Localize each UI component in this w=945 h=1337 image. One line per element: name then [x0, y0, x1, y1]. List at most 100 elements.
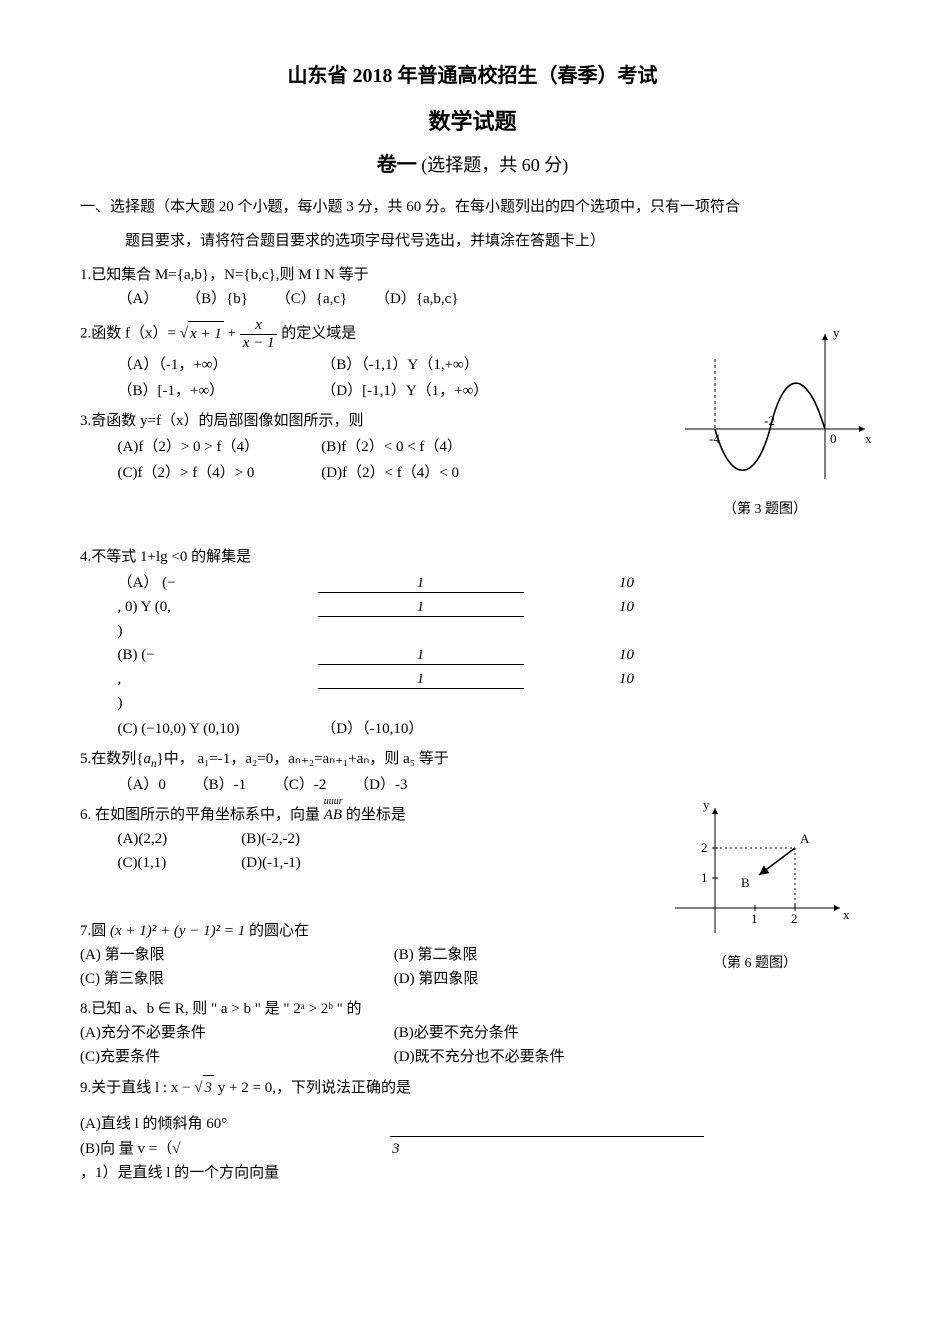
question-3: 3.奇函数 y=f（x）的局部图像如图所示，则 (A)f（2）> 0 > f（4… [80, 409, 865, 539]
q2-radicand: x + 1 [188, 321, 224, 346]
q2-stem-mid: + [224, 326, 240, 342]
q6-vector-ab: uuurAB [324, 803, 342, 827]
page-header-line2: 数学试题 [80, 104, 865, 139]
q6-opt-c: (C)(1,1) [118, 851, 238, 875]
fig3-curve [715, 383, 825, 470]
q3-opt-d: (D)f（2）< f（4）< 0 [321, 461, 521, 485]
q4a-f2d: 10 [524, 599, 730, 616]
q6-stem-post: 的坐标是 [342, 807, 406, 823]
question-1: 1.已知集合 M={a,b}，N={b,c},则 M I N 等于 （A） （B… [80, 263, 865, 311]
q4a-post: ) [118, 619, 318, 643]
q2-stem-pre: 2.函数 f（x）= √ [80, 326, 188, 342]
fig6-ytick1: 1 [701, 870, 708, 885]
q5-an: an [143, 751, 156, 767]
figure-3-caption: （第 3 题图） [655, 499, 875, 521]
fig6-y-label: y [703, 797, 710, 812]
q2-frac-num: x [240, 317, 278, 335]
q6-opt-b: (B)(-2,-2) [241, 827, 361, 851]
q7-stem-pre: 7.圆 [80, 923, 110, 939]
q4b-pre: (B) (− [118, 643, 318, 667]
q4b-f1d: 10 [524, 647, 730, 664]
q2-fraction: xx − 1 [240, 317, 278, 351]
q2-frac-den: x − 1 [240, 335, 278, 352]
volume-note: (选择题，共 60 分) [417, 155, 569, 175]
question-9: 9.关于直线 l : x − √3 y + 2 = 0,，下列说法正确的是 (A… [80, 1075, 865, 1185]
q5-stem-pre: 5.在数列{ [80, 751, 143, 767]
q4b-mid: , [118, 667, 318, 691]
q9-stem-pre: 9.关于直线 l : x − √ [80, 1080, 203, 1096]
q9-options: (A)直线 l 的倾斜角 60° (B)向 量 v =（√3 ，1）是直线 l … [80, 1112, 865, 1185]
q9b-pre: (B)向 量 v =（√ [80, 1137, 390, 1161]
fig3-x-label: x [865, 431, 872, 446]
page-header-line1: 山东省 2018 年普通高校招生（春季）考试 [80, 60, 865, 92]
q4a-frac2: 110 [318, 599, 730, 617]
q2-stem-post: 的定义域是 [277, 326, 356, 342]
q5-opt-b: （B）-1 [194, 773, 247, 797]
q4b-post: ) [118, 691, 318, 715]
q4b-f1n: 1 [318, 647, 524, 665]
q8-opt-c: (C)充要条件 [80, 1045, 390, 1069]
q5-stem-mid: }中， a₁=-1，a₂=0，aₙ₊₂=aₙ₊₁+aₙ，则 a₅ 等于 [157, 751, 449, 767]
q9-opt-b: (B)向 量 v =（√3 ，1）是直线 l 的一个方向向量 [80, 1136, 865, 1185]
q2-opt-b-top: （B）（-1,1）Y（1,+∞） [321, 353, 521, 377]
q3-opt-c: (C)f（2）> f（4）> 0 [118, 461, 318, 485]
fig6-ytick2: 2 [701, 840, 708, 855]
q9-stem: 9.关于直线 l : x − √3 y + 2 = 0,，下列说法正确的是 [80, 1075, 865, 1100]
q4a-pre: （A） (− [118, 571, 318, 595]
q9-rad: 3 [203, 1075, 215, 1100]
volume-label: 卷一 [377, 154, 417, 176]
q7-opt-c: (C) 第三象限 [80, 967, 390, 991]
q1-opt-c: （C）{a,c} [276, 287, 347, 311]
q4a-f1d: 10 [524, 575, 730, 592]
fig3-origin-label: 0 [830, 431, 837, 446]
q9b-post: ，1）是直线 l 的一个方向向量 [80, 1161, 390, 1185]
question-4: 4.不等式 1+lg <0 的解集是 （A） (−110, 0) Y (0, 1… [80, 545, 865, 741]
q4a-frac1: 110 [318, 575, 730, 593]
q1-stem: 1.已知集合 M={a,b}，N={b,c},则 M I N 等于 [80, 263, 865, 287]
q1-opt-a: （A） [118, 287, 159, 311]
q9-opt-a: (A)直线 l 的倾斜角 60° [80, 1112, 390, 1136]
q8-options: (A)充分不必要条件 (B)必要不充分条件 (C)充要条件 (D)既不充分也不必… [80, 1021, 865, 1069]
q4-opt-c: (C) (−10,0) Y (0,10) [118, 717, 318, 741]
q3-opt-a: (A)f（2）> 0 > f（4） [118, 435, 318, 459]
question-5: 5.在数列{an}中， a₁=-1，a₂=0，aₙ₊₂=aₙ₊₁+aₙ，则 a₅… [80, 747, 865, 797]
question-8: 8.已知 a、b ∈ R, 则 " a > b " 是 " 2ᵃ > 2ᵇ " … [80, 997, 865, 1069]
question-6: 6. 在如图所示的平角坐标系中，向量 uuurAB 的坐标是 (A)(2,2) … [80, 803, 865, 913]
q4b-frac2: 110 [318, 671, 730, 689]
q4b-f2n: 1 [318, 671, 524, 689]
fig6-label-b: B [741, 875, 750, 890]
q4-opt-d: （D）（-10,10） [321, 717, 521, 741]
q4a-f1n: 1 [318, 575, 524, 593]
q5-opt-a: （A）0 [118, 773, 166, 797]
q7-equation: (x + 1)² + (y − 1)² = 1 [110, 923, 245, 939]
section-instruction-1: 一、选择题（本大题 20 个小题，每小题 3 分，共 60 分。在每小题列出的四… [80, 195, 865, 219]
q4b-frac1: 110 [318, 647, 730, 665]
q3-opt-b: (B)f（2）< 0 < f（4） [321, 435, 521, 459]
page-header-line3: 卷一 (选择题，共 60 分) [80, 149, 865, 181]
q4-opt-a: （A） (−110, 0) Y (0, 110) [118, 571, 866, 643]
q8-opt-a: (A)充分不必要条件 [80, 1021, 390, 1045]
fig3-y-label: y [833, 325, 840, 340]
q8-opt-b: (B)必要不充分条件 [394, 1021, 704, 1045]
q7-opt-d: (D) 第四象限 [394, 967, 704, 991]
q5-opt-c: （C）-2 [274, 773, 327, 797]
q5-opt-d: （D）-3 [354, 773, 407, 797]
q1-opt-b: （B）{b} [186, 287, 248, 311]
fig6-label-a: A [800, 831, 810, 846]
q2-opt-a: （A）（-1，+∞） [118, 353, 318, 377]
q7-options: (A) 第一象限 (B) 第二象限 (C) 第三象限 (D) 第四象限 [80, 943, 865, 991]
figure-3-wrap: x y -4 -2 0 （第 3 题图） [655, 319, 875, 521]
q4a-mid: , 0) Y (0, [118, 595, 318, 619]
q7-stem: 7.圆 (x + 1)² + (y − 1)² = 1 的圆心在 [80, 919, 865, 943]
q8-stem: 8.已知 a、b ∈ R, 则 " a > b " 是 " 2ᵃ > 2ᵇ " … [80, 997, 865, 1021]
figure-3-svg: x y -4 -2 0 [655, 319, 875, 489]
q2-opt-b: （B）[-1，+∞） [118, 379, 318, 403]
q1-opt-d: （D）{a,b,c} [375, 287, 459, 311]
q7-stem-post: 的圆心在 [245, 923, 309, 939]
q5-stem: 5.在数列{an}中， a₁=-1，a₂=0，aₙ₊₂=aₙ₊₁+aₙ，则 a₅… [80, 747, 865, 773]
q6-stem-pre: 6. 在如图所示的平角坐标系中，向量 [80, 807, 324, 823]
section-instruction-2: 题目要求，请将符合题目要求的选项字母代号选出，并填涂在答题卡上） [80, 229, 865, 253]
q4-opt-b: (B) (−110, 110) [118, 643, 866, 715]
vector-arrow-icon: uuur [324, 794, 342, 810]
q9b-rad: 3 [390, 1136, 704, 1161]
